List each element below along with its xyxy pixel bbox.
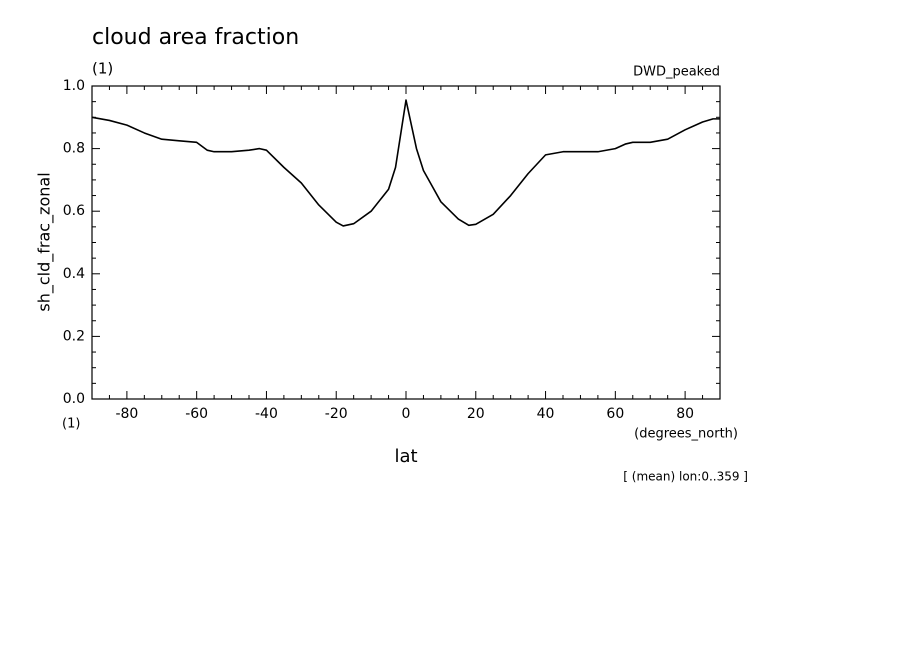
x-units: (degrees_north)	[634, 427, 738, 442]
x-tick-label: 20	[467, 406, 485, 422]
y-tick-label: 0.6	[63, 203, 85, 219]
chart-subtitle: (1)	[92, 60, 113, 78]
y-tick-label: 1.0	[63, 78, 85, 94]
x-axis-label: lat	[394, 446, 417, 467]
x-tick-label: 0	[402, 406, 411, 422]
x-tick-label: -20	[325, 406, 348, 422]
y-tick-label: 0.0	[63, 391, 85, 407]
chart-title: cloud area fraction	[92, 25, 299, 50]
x-tick-label: -80	[115, 406, 138, 422]
x-tick-label: 60	[606, 406, 624, 422]
plot-frame	[91, 85, 721, 400]
x-tick-label: 40	[537, 406, 555, 422]
y-tick-label: 0.8	[63, 141, 85, 157]
x-tick-label: 80	[676, 406, 694, 422]
y-units: (1)	[62, 417, 80, 432]
dataset-label: DWD_peaked	[633, 65, 720, 80]
x-tick-label: -60	[185, 406, 208, 422]
x-tick-label: -40	[255, 406, 278, 422]
annotation: [ (mean) lon:0..359 ]	[623, 470, 748, 484]
y-tick-label: 0.2	[63, 328, 85, 344]
y-tick-label: 0.4	[63, 266, 85, 282]
y-axis-label: sh_cld_frac_zonal	[35, 172, 55, 311]
data-line	[91, 99, 720, 227]
